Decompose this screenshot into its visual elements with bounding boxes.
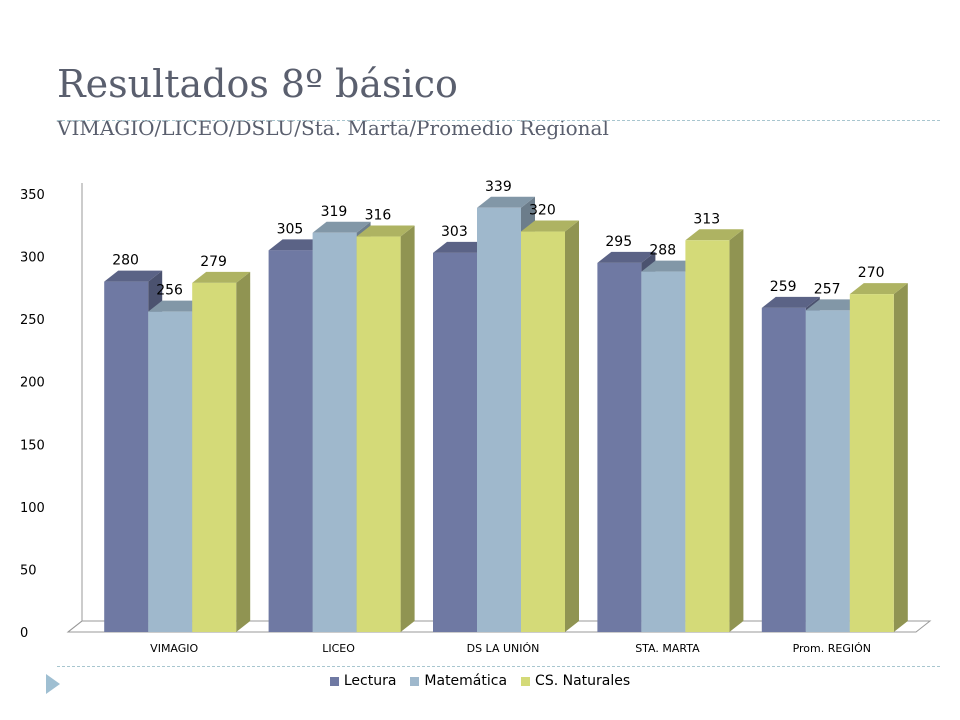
bar-chart: 0 50 100 150 200 250 300 350 280 256 279 VIMAGIO 305… [20,179,932,655]
data-label: 305 [277,221,304,237]
y-tick-label: 50 [20,563,37,578]
bar-top [597,251,656,263]
bar-top [685,229,744,241]
bullet-arrow-icon [46,674,60,694]
legend-label: Lectura [343,673,397,689]
x-tick-label: STA. MARTA [635,642,700,655]
bar [192,282,237,632]
x-tick-label: DS LA UNIÓN [467,642,540,655]
y-tick-label: 300 [20,251,45,266]
bar-top [521,220,579,232]
bar-top [805,299,864,311]
y-tick-label: 150 [20,438,45,453]
data-label: 303 [441,224,468,240]
legend-swatch [521,676,531,686]
bar [356,236,401,632]
slide-title: Resultados 8º básico [57,62,458,106]
bar [268,250,313,633]
title-divider [57,120,940,121]
data-label: 313 [693,211,720,227]
data-label: 319 [321,204,348,220]
legend-item-lectura: Lectura [329,673,397,689]
chart-legend: Lectura Matemática CS. Naturales [0,673,960,689]
y-tick-label: 200 [20,376,45,391]
legend-label: Matemática [424,673,508,689]
legend-label: CS. Naturales [535,673,631,689]
bar [849,294,894,632]
bar-side [400,225,415,632]
bar [433,252,477,632]
bar-top [312,221,371,233]
data-label: 316 [365,208,392,224]
y-tick-label: 250 [20,313,45,328]
footer-divider [57,666,940,667]
y-tick-label: 0 [20,626,28,641]
bar-top [268,239,327,251]
bar [521,231,565,633]
bar-top [356,225,415,237]
data-label: 339 [485,179,512,195]
bar-top [433,241,491,253]
side-wall [67,183,83,633]
legend-item-cs-naturales: CS. Naturales [521,673,630,689]
bar-side [565,220,579,633]
legend-item-matematica: Matemática [410,673,507,689]
bar [805,310,850,632]
x-tick-label: VIMAGIO [150,642,198,655]
bar [641,271,686,632]
bar [597,262,642,632]
bar-side [236,271,251,632]
y-tick-label: 100 [20,501,45,516]
bar [761,307,806,632]
bar-top [849,283,908,295]
bar-top [192,271,251,283]
x-tick-label: Prom. REGIÓN [793,642,871,655]
y-tick-label: 350 [20,188,45,203]
bar [477,207,521,632]
x-tick-label: LICEO [322,642,355,655]
bar-top [104,270,163,282]
data-label: 270 [858,265,885,281]
bar-side [893,283,908,632]
bar-top [761,296,820,308]
data-label: 295 [605,234,632,250]
data-label: 288 [649,243,676,259]
bar [312,232,357,632]
legend-swatch [329,676,339,686]
data-label: 259 [770,279,797,295]
bar-top [641,260,700,272]
bar-top [477,196,535,208]
bar [104,281,149,632]
legend-swatch [410,676,420,686]
data-label: 257 [814,281,841,297]
data-label: 256 [156,283,183,299]
data-label: 279 [200,254,227,270]
bar [685,240,730,632]
bar [148,311,193,632]
bar-side [729,229,744,632]
data-label: 320 [529,203,556,219]
data-label: 280 [112,253,139,269]
bar-top [148,300,207,312]
